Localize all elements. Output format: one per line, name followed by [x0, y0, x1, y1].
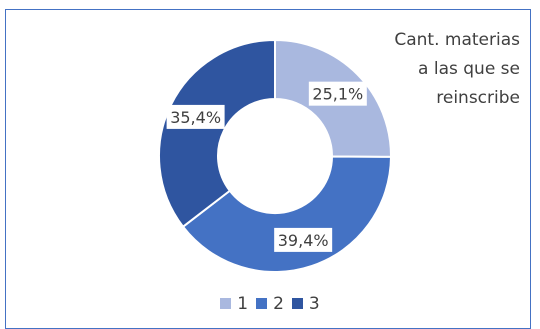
chart-title: Cant. materias a las que se reinscribe — [340, 26, 520, 113]
data-label-text: 39,4% — [278, 231, 329, 250]
legend-item-3: 3 — [291, 294, 320, 314]
chart-title-line: a las que se — [418, 59, 520, 79]
legend-item-1: 1 — [220, 294, 248, 314]
data-label-2: 39,4% — [274, 227, 333, 252]
legend-label: 1 — [237, 294, 249, 314]
legend-label: 3 — [308, 294, 320, 314]
chart-title-line: reinscribe — [436, 88, 520, 108]
chart-title-line: Cant. materias — [394, 30, 520, 50]
legend-label: 2 — [273, 294, 284, 314]
legend-swatch — [220, 298, 232, 309]
legend-swatch — [256, 298, 268, 309]
donut-slice-2 — [181, 155, 393, 273]
data-label-text: 25,1% — [312, 85, 363, 104]
chart-legend: 1 2 3 — [0, 294, 540, 314]
data-label-text: 35,4% — [170, 108, 221, 127]
data-label-3: 35,4% — [166, 104, 225, 129]
data-label-box — [166, 104, 225, 129]
data-label-1: 25,1% — [308, 81, 367, 106]
donut-slice-3 — [158, 38, 276, 229]
data-label-box — [274, 227, 333, 252]
data-label-box — [308, 81, 367, 106]
legend-swatch — [291, 298, 303, 309]
legend-item-2: 2 — [256, 294, 284, 314]
